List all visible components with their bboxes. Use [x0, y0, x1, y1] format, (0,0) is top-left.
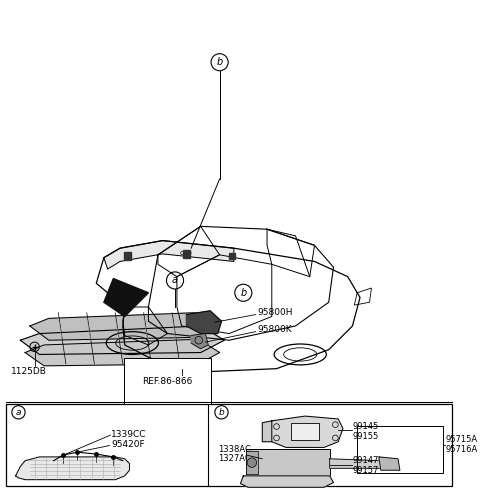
- Text: 1125DB: 1125DB: [11, 367, 47, 376]
- Polygon shape: [30, 313, 218, 340]
- Text: REF.86-866: REF.86-866: [142, 377, 192, 385]
- Polygon shape: [186, 311, 221, 333]
- Text: 95800H: 95800H: [258, 308, 293, 317]
- Text: 1338AC: 1338AC: [218, 445, 251, 454]
- Bar: [246, 451, 258, 474]
- Circle shape: [247, 458, 257, 467]
- Polygon shape: [104, 240, 234, 269]
- Bar: [357, 426, 443, 473]
- Text: 99145: 99145: [352, 422, 379, 431]
- Text: 95716A: 95716A: [445, 445, 478, 454]
- Polygon shape: [240, 476, 334, 487]
- Text: a: a: [172, 276, 178, 285]
- Polygon shape: [20, 326, 224, 355]
- Text: b: b: [216, 57, 223, 67]
- Polygon shape: [229, 253, 235, 259]
- Text: b: b: [240, 288, 246, 298]
- Polygon shape: [262, 421, 272, 442]
- Polygon shape: [25, 339, 220, 366]
- Polygon shape: [182, 250, 190, 258]
- Text: 1327AC: 1327AC: [218, 454, 251, 463]
- Polygon shape: [124, 252, 132, 260]
- Polygon shape: [104, 279, 148, 316]
- Text: 99147: 99147: [352, 456, 379, 465]
- Polygon shape: [16, 457, 130, 480]
- Text: 1339CC: 1339CC: [111, 430, 147, 439]
- Text: 99157: 99157: [352, 466, 379, 475]
- Polygon shape: [379, 457, 400, 470]
- Bar: [6, 404, 452, 486]
- Text: 95800K: 95800K: [258, 325, 292, 334]
- Bar: [291, 423, 319, 440]
- Polygon shape: [330, 459, 383, 468]
- Text: a: a: [16, 408, 21, 417]
- Polygon shape: [272, 416, 343, 448]
- Polygon shape: [191, 333, 208, 349]
- Text: 99155: 99155: [352, 432, 379, 441]
- Text: b: b: [218, 408, 224, 417]
- Text: ooo: ooo: [180, 250, 193, 256]
- Bar: [246, 449, 330, 476]
- Text: 95420F: 95420F: [111, 440, 145, 449]
- Text: 95715A: 95715A: [445, 435, 478, 444]
